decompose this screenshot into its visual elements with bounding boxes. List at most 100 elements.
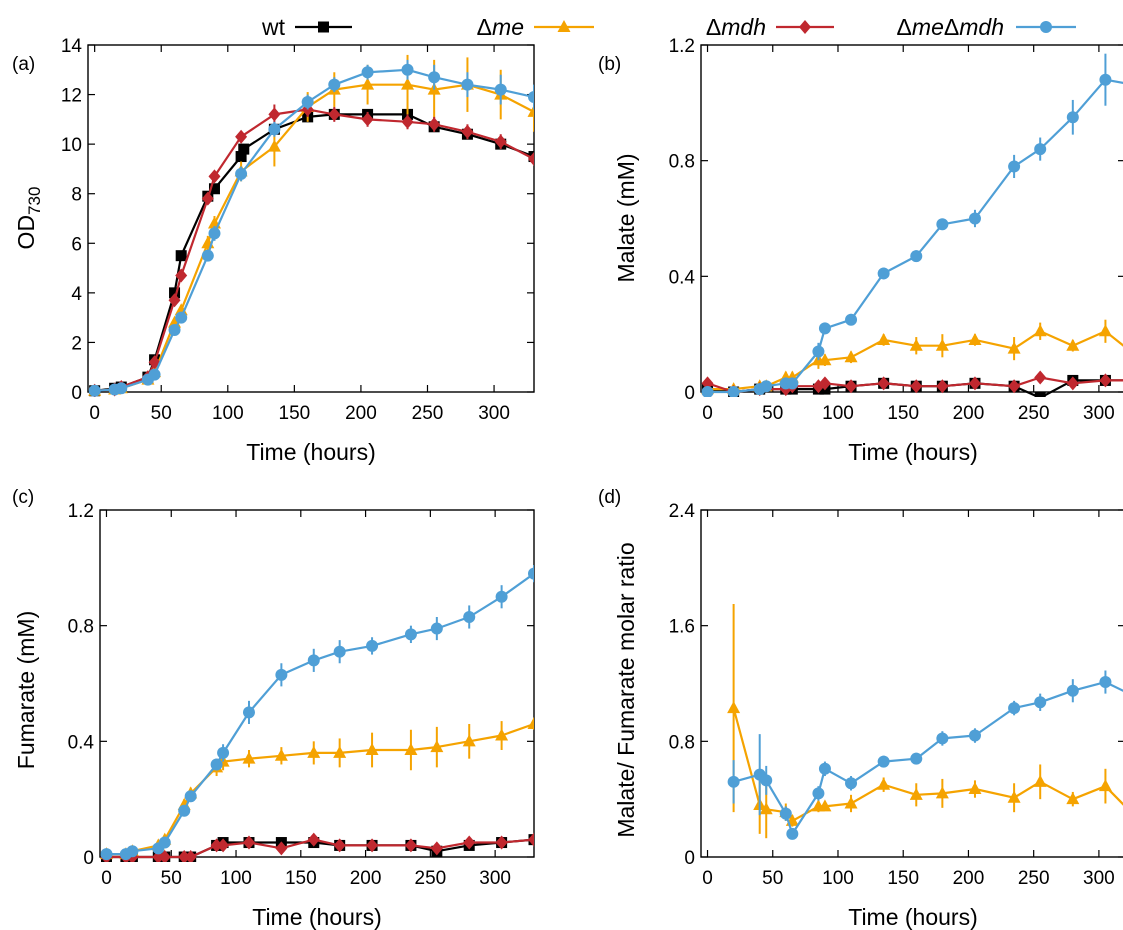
data-point-mdh xyxy=(495,835,508,850)
x-tick-label: 250 xyxy=(412,403,444,424)
data-point-memdh xyxy=(818,762,831,775)
data-point-mdh xyxy=(201,191,214,206)
legend-delta: Δ xyxy=(897,14,912,40)
x-tick-label: 200 xyxy=(953,868,985,889)
x-tick-label: 0 xyxy=(101,868,112,889)
data-point-mdh xyxy=(275,841,288,856)
legend-marker-memdh xyxy=(1040,21,1052,33)
legend-text: wt xyxy=(261,14,286,40)
data-point-memdh xyxy=(158,836,171,849)
series-line-memdh xyxy=(733,680,1123,836)
x-axis-title: Time (hours) xyxy=(246,439,376,465)
data-point-memdh xyxy=(968,729,981,742)
data-point-mdh xyxy=(210,838,223,853)
data-point-me xyxy=(1033,324,1047,337)
data-point-memdh xyxy=(1034,696,1047,709)
x-tick-label: 250 xyxy=(1018,403,1050,424)
data-point-memdh xyxy=(495,590,508,603)
x-tick-label: 100 xyxy=(822,403,854,424)
data-point-memdh xyxy=(333,645,346,658)
series-memdh xyxy=(727,670,1123,840)
data-point-memdh xyxy=(461,78,474,91)
data-point-memdh xyxy=(528,91,534,104)
data-point-mdh xyxy=(307,832,320,847)
data-point-me xyxy=(333,745,347,758)
series-me xyxy=(727,603,1123,839)
data-point-mdh xyxy=(1099,373,1112,388)
y-axis-title: Fumarate (mM) xyxy=(13,611,39,769)
data-point-memdh xyxy=(401,63,414,76)
x-tick-label: 250 xyxy=(1018,868,1050,889)
data-point-me xyxy=(877,332,891,345)
data-point-me xyxy=(935,786,949,799)
legend-label-memdh: ΔmeΔmdh xyxy=(897,14,1004,40)
data-point-mdh xyxy=(242,835,255,850)
data-point-me xyxy=(909,787,923,800)
data-point-mdh xyxy=(528,832,534,847)
data-point-memdh xyxy=(779,807,792,820)
data-point-mdh xyxy=(463,835,476,850)
panel-a: (a) 0 50 100 150 200 250 300 0 2 4 6 8 10 12 14 Time (ho… xyxy=(12,36,535,465)
data-point-me xyxy=(361,77,375,90)
y-axis-title-main: OD xyxy=(13,215,39,250)
data-point-me xyxy=(727,701,741,714)
y-tick-label: 12 xyxy=(61,86,82,107)
series-memdh xyxy=(100,564,534,861)
data-point-me xyxy=(759,802,773,815)
data-point-mdh xyxy=(208,169,221,184)
data-point-wt xyxy=(208,183,220,195)
y-tick-label: 4 xyxy=(71,284,82,305)
y-tick-label: 10 xyxy=(61,135,82,156)
x-tick-label: 300 xyxy=(1083,868,1115,889)
data-point-me xyxy=(844,796,858,809)
plot-area xyxy=(88,54,534,397)
data-point-mdh xyxy=(168,293,181,308)
data-point-memdh xyxy=(845,313,858,326)
plot-frame xyxy=(700,509,1123,858)
y-tick-label: 0.4 xyxy=(68,732,95,753)
data-point-memdh xyxy=(268,123,281,136)
data-point-memdh xyxy=(361,66,374,79)
data-point-mdh xyxy=(361,112,374,127)
data-point-memdh xyxy=(366,639,379,652)
data-point-memdh xyxy=(178,804,191,817)
data-point-mdh xyxy=(1034,370,1047,385)
data-point-wt xyxy=(238,143,250,155)
data-point-me xyxy=(307,745,321,758)
x-axis-title: Time (hours) xyxy=(848,904,978,930)
data-point-memdh xyxy=(126,845,139,858)
y-axis-title-subscript: 730 xyxy=(25,187,44,215)
y-tick-label: 0.4 xyxy=(669,267,696,288)
y-tick-label: 0 xyxy=(83,848,94,869)
x-tick-label: 50 xyxy=(151,403,172,424)
data-point-me xyxy=(267,139,281,152)
legend-marker-me xyxy=(557,20,571,32)
data-point-memdh xyxy=(328,78,341,91)
x-tick-label: 150 xyxy=(887,868,919,889)
plot-frame xyxy=(700,44,1123,393)
data-point-memdh xyxy=(235,167,248,180)
legend-label-wt: wt xyxy=(261,14,286,40)
data-point-mdh xyxy=(877,376,890,391)
data-point-memdh xyxy=(463,610,476,623)
data-point-mdh xyxy=(404,838,417,853)
data-point-me xyxy=(462,734,476,747)
y-axis-title: OD730 xyxy=(13,187,44,250)
data-point-memdh xyxy=(301,96,314,109)
data-point-mdh xyxy=(968,376,981,391)
data-point-memdh xyxy=(210,758,223,771)
legend-delta: Δ xyxy=(477,14,492,40)
data-point-me xyxy=(430,740,444,753)
panel-label: (c) xyxy=(12,487,34,508)
data-point-me xyxy=(935,338,949,351)
plot-area xyxy=(701,53,1123,397)
panel-b: (b) 0 50 100 150 200 250 300 0 0.4 0.8 1.2 Time (hou… xyxy=(598,36,1123,465)
x-tick-label: 150 xyxy=(279,403,311,424)
data-point-memdh xyxy=(727,386,740,397)
data-point-memdh xyxy=(727,775,740,788)
data-point-memdh xyxy=(786,377,799,390)
series-memdh xyxy=(88,59,534,397)
data-point-wt xyxy=(169,287,181,299)
y-axis-title: Malate (mM) xyxy=(613,153,639,282)
